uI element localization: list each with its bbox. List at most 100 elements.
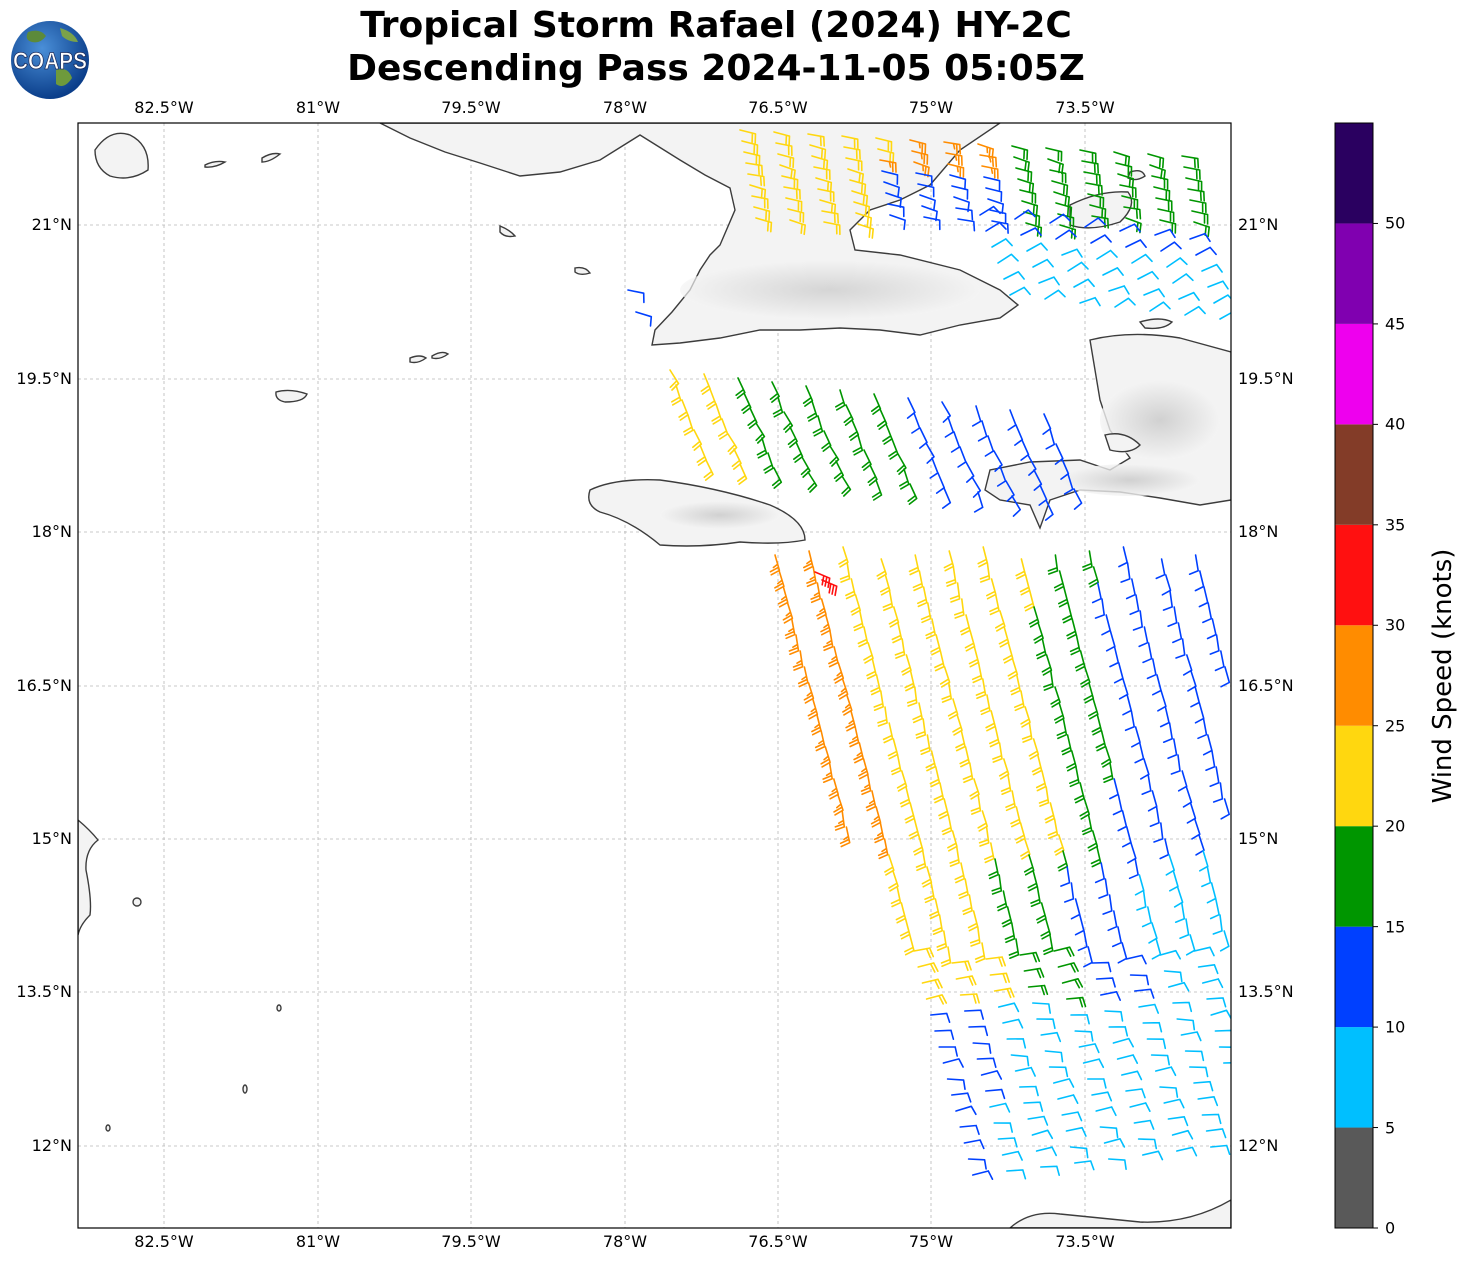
wind-barb [1179,918,1190,939]
wind-barb [958,878,969,900]
wind-barb [1036,1018,1056,1030]
wind-barb [882,423,893,445]
wind-barb [1035,770,1047,792]
wind-barb [993,450,1003,472]
colorbar-tick-label: 45 [1385,314,1406,334]
wind-barb [1020,706,1031,728]
wind-barb [1114,297,1136,308]
wind-barb [1154,228,1176,239]
wind-barb [1066,750,1077,772]
wind-barb [946,1078,966,1090]
wind-barb [1101,614,1111,636]
lon-tick-label-top: 75°W [908,98,954,117]
wind-barb [1159,838,1170,860]
wind-barb [1028,738,1040,760]
wind-barb [1010,674,1021,696]
wind-barb [980,694,991,716]
wind-barb [847,168,864,185]
wind-barb [678,399,689,421]
wind-barb [1138,626,1149,648]
wind-barb [1061,1111,1083,1122]
wind-barb [814,730,826,752]
wind-barb [996,465,1007,487]
wind-barb [906,397,916,419]
wind-barb [950,431,961,453]
wind-barb [1061,248,1083,258]
lon-tick-label-bottom: 75°W [908,1232,954,1251]
land-cay-2 [261,152,282,163]
wind-barb [1112,1037,1134,1048]
wind-barb [1036,638,1047,660]
wind-barb [991,874,1003,895]
wind-barb [807,698,819,720]
wind-barb [915,850,927,872]
wind-barb [1087,193,1105,208]
wind-barb [1038,276,1060,286]
wind-barb [1206,618,1217,640]
wind-barb [784,618,796,640]
wind-barb [997,253,1019,264]
wind-barb [785,197,803,212]
wind-barb [993,1122,1013,1133]
land-cay-4 [574,266,592,275]
wind-barb [899,918,911,940]
wind-barb [1131,253,1153,264]
wind-barb [959,746,970,768]
wind-barb [1055,202,1073,218]
wind-barb [1013,156,1030,173]
wind-barb [779,164,796,181]
wind-barb [942,1058,964,1068]
wind-barb [1157,208,1175,223]
wind-barb [1121,1070,1143,1081]
wind-barb [1214,1029,1231,1033]
wind-barb [1178,291,1200,301]
colorbar-bin [1335,725,1373,827]
wind-barb [850,594,861,616]
wind-barb [985,187,1003,202]
lon-tick-label-top: 81°W [295,98,341,117]
wind-barb [703,459,714,481]
wind-barb [1166,257,1188,268]
wind-barb [935,472,945,494]
wind-barb [1081,160,1099,174]
wind-barb [1091,714,1103,736]
wind-barb [1142,1021,1163,1033]
wind-barb [1149,806,1160,827]
wind-barb [879,159,897,173]
wind-barb [877,148,895,164]
lon-tick-label-bottom: 78°W [602,1232,648,1251]
wind-barb [1091,961,1112,973]
wind-barb [1104,1010,1124,1022]
wind-barb [1167,606,1178,627]
wind-barb [881,170,899,185]
wind-barb [925,994,948,1005]
wind-barb [782,602,794,624]
wind-barb [882,722,894,744]
land-inagua [1138,318,1174,330]
wind-barb [1153,186,1171,201]
wind-barb [1134,742,1145,764]
map-frame [77,122,1232,1229]
wind-barb [1000,774,1012,795]
wind-barb [848,419,860,441]
wind-barb [1042,413,1052,435]
wind-barb [985,221,1007,232]
wind-barb [1129,1102,1151,1112]
wind-barb [1102,894,1113,915]
wind-barb [1003,271,1025,280]
wind-barb [952,714,963,736]
wind-barb [1209,766,1220,787]
wind-barb [957,446,967,468]
wind-barb [1056,718,1068,740]
wind-barb [1172,1001,1193,1013]
colorbar-label: Wind Speed (knots) [1428,548,1458,804]
wind-barb [822,762,833,783]
wind-barb [1044,499,1054,521]
wind-barb [1054,702,1065,724]
wind-barb [1171,1129,1194,1140]
wind-barb [1134,874,1145,896]
wind-barb [1091,1091,1113,1102]
wind-barb [992,742,1003,763]
wind-barb [1143,288,1165,298]
wind-barb [1005,790,1016,812]
